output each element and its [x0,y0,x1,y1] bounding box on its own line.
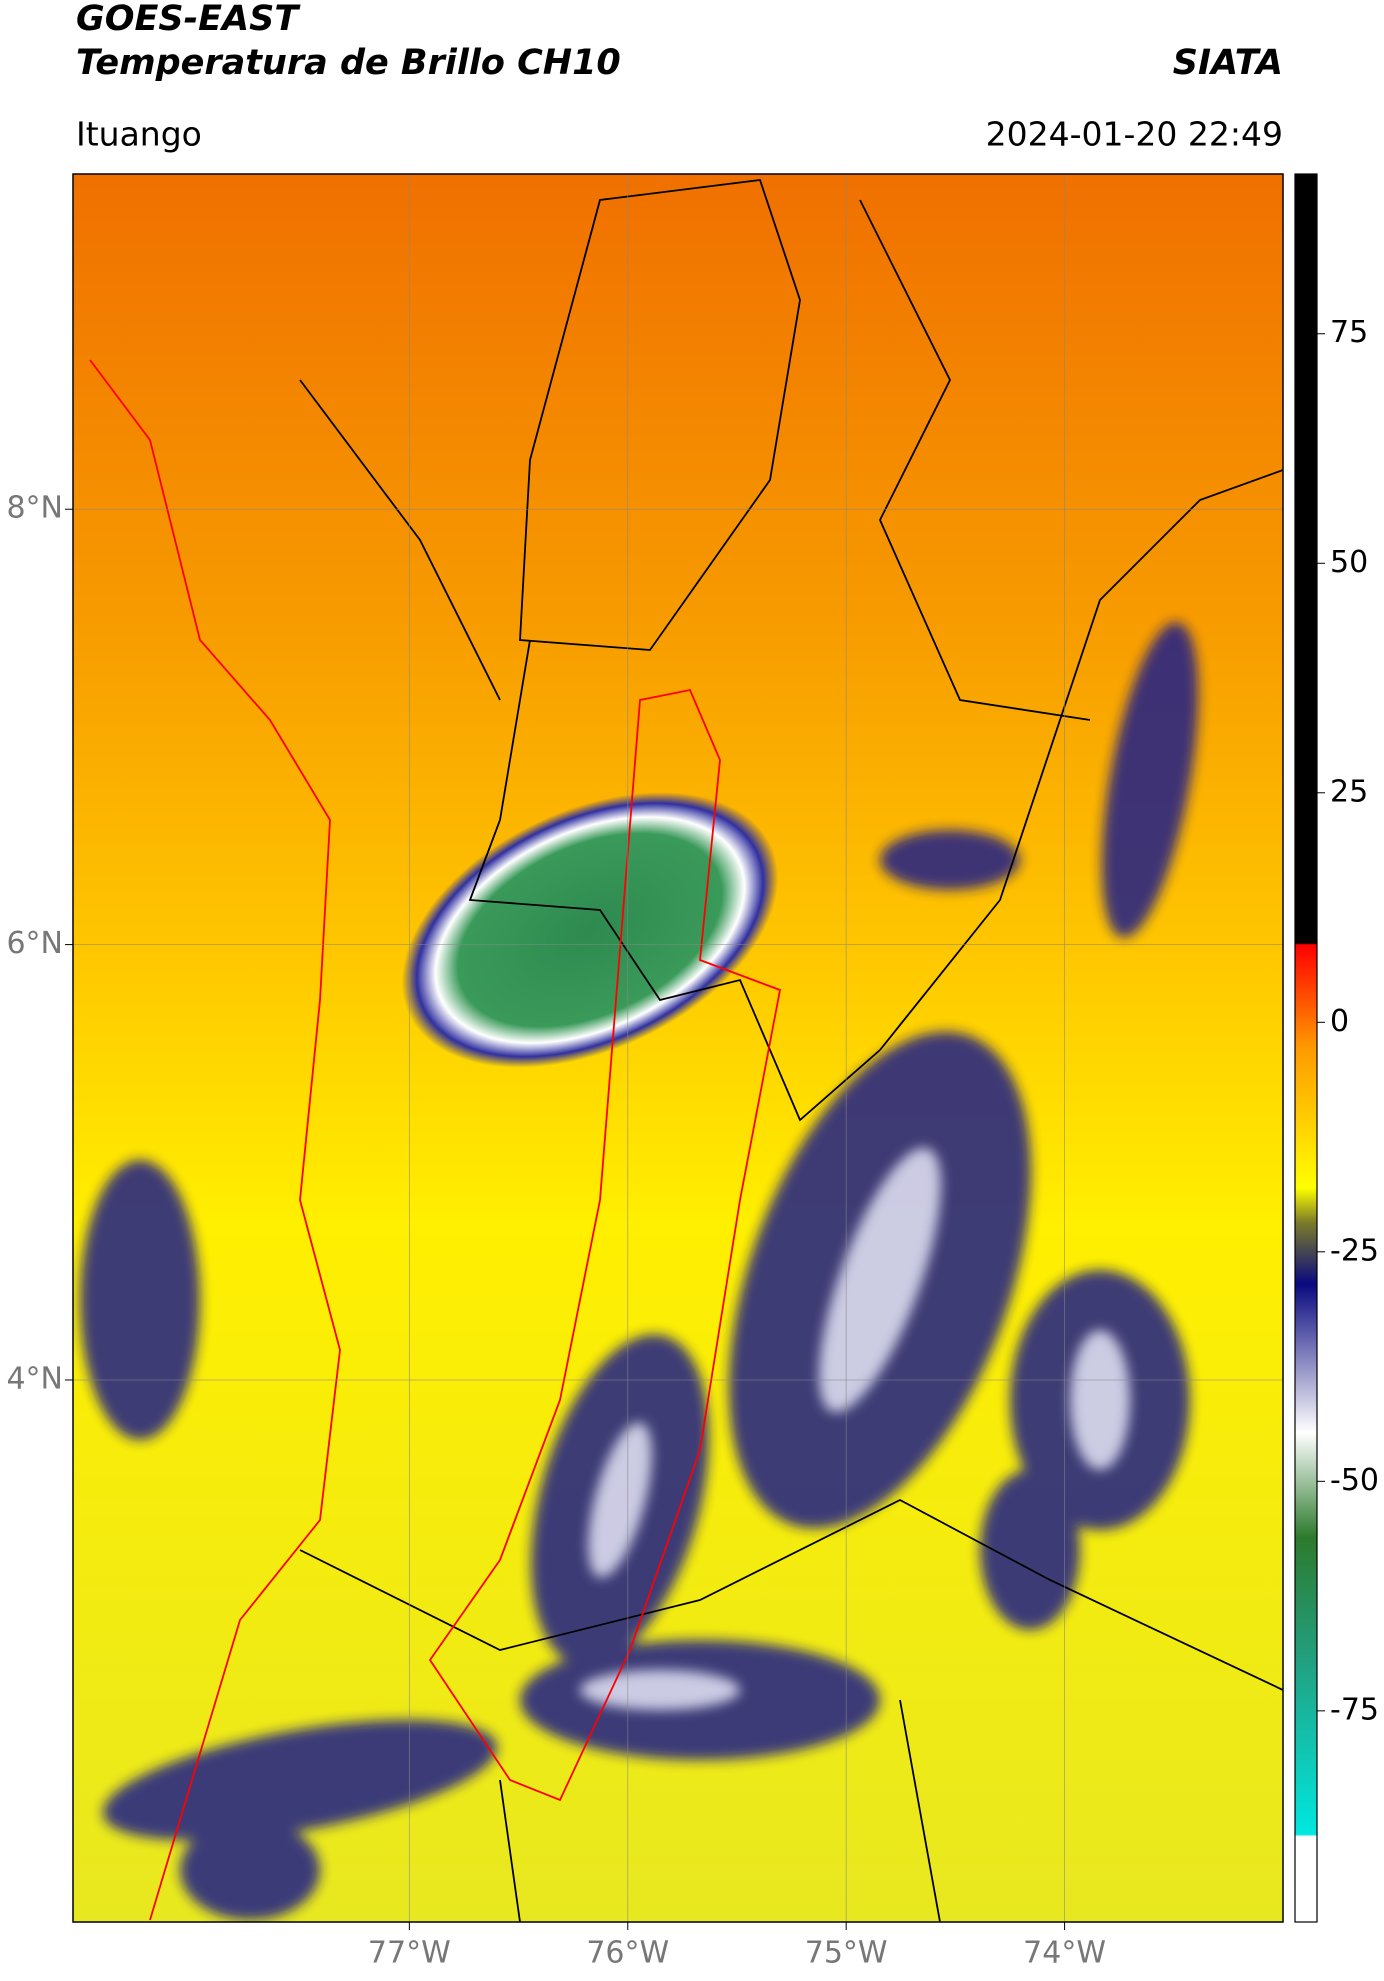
colorbar-tick-label: -50 [1330,1463,1379,1498]
map-image [73,174,1283,1922]
colorbar-tick-label: -75 [1330,1692,1379,1727]
colorbar-tick-label: 50 [1330,545,1368,580]
colorbar-tick-label: 0 [1330,1004,1349,1039]
lon-tick-label: 76°W [586,1936,669,1971]
colorbar [1294,173,1318,1923]
lon-tick-label: 75°W [805,1936,888,1971]
colorbar-tick-label: 25 [1330,774,1368,809]
graticule [73,174,1283,1922]
lon-tick-label: 74°W [1023,1936,1106,1971]
lat-tick-label: 6°N [6,926,63,961]
title: GOES-EAST [76,0,301,39]
subtitle: Temperatura de Brillo CH10 [76,43,621,83]
source: SIATA [1173,43,1283,83]
map-frame [72,173,1284,1923]
colorbar-tick-label: -25 [1330,1233,1379,1268]
lat-tick-label: 4°N [6,1361,63,1396]
location: Ituango [76,115,202,154]
lon-tick-label: 77°W [368,1936,451,1971]
datetime: 2024-01-20 22:49 [986,115,1283,154]
lat-tick-label: 8°N [6,491,63,526]
colorbar-tick-label: 75 [1330,315,1368,350]
